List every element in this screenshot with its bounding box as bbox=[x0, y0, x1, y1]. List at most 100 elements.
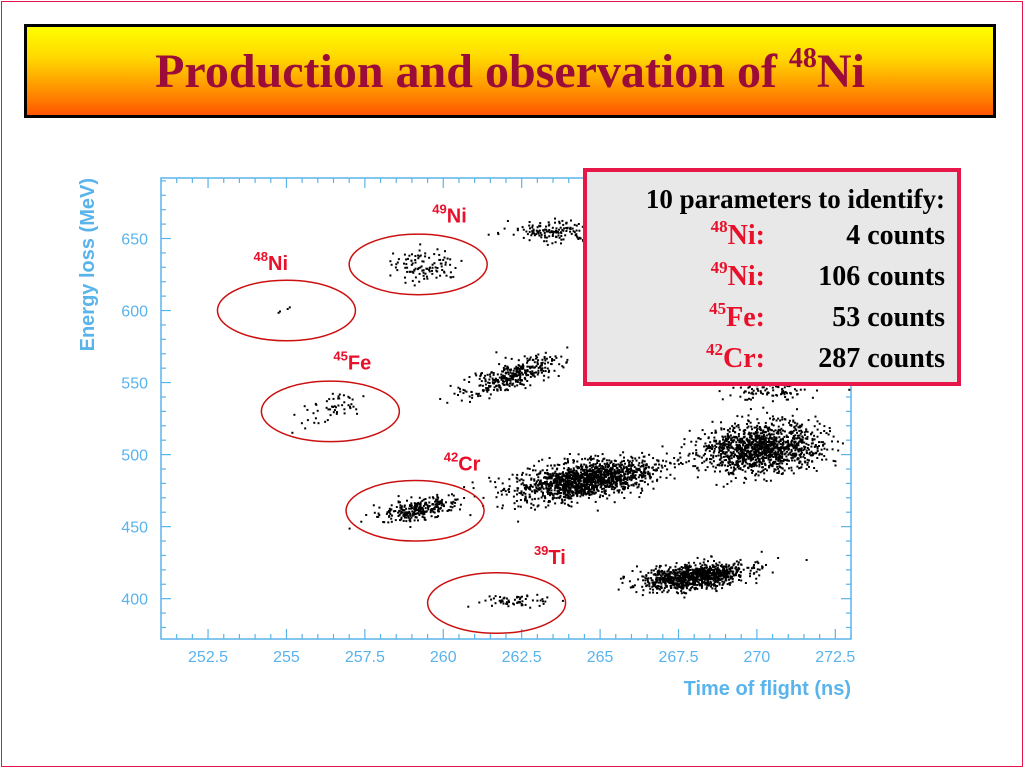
data-point bbox=[587, 469, 590, 472]
data-point bbox=[731, 570, 734, 573]
data-point bbox=[762, 441, 765, 444]
data-point bbox=[714, 581, 717, 583]
data-point bbox=[771, 453, 774, 456]
data-point bbox=[726, 443, 729, 446]
data-point bbox=[739, 558, 742, 561]
data-point bbox=[510, 357, 513, 360]
data-point bbox=[659, 581, 662, 584]
data-point bbox=[740, 441, 743, 444]
data-point bbox=[781, 442, 784, 444]
data-point bbox=[799, 438, 802, 441]
data-point bbox=[686, 566, 688, 569]
data-point bbox=[672, 582, 675, 585]
data-point bbox=[522, 491, 525, 494]
data-point bbox=[562, 223, 565, 226]
data-point bbox=[742, 460, 745, 463]
data-point bbox=[727, 443, 730, 446]
data-point bbox=[766, 427, 769, 430]
data-point bbox=[774, 455, 777, 458]
data-point bbox=[439, 507, 442, 510]
data-point bbox=[735, 461, 738, 464]
data-point bbox=[592, 473, 595, 475]
data-point bbox=[638, 474, 641, 477]
data-point bbox=[333, 409, 336, 412]
data-point bbox=[569, 230, 572, 233]
data-point bbox=[682, 576, 685, 579]
data-point bbox=[731, 446, 734, 449]
data-point bbox=[744, 398, 747, 401]
y-tick-label: 600 bbox=[121, 304, 148, 321]
data-point bbox=[407, 257, 409, 260]
data-point bbox=[555, 483, 558, 485]
data-point bbox=[598, 467, 601, 470]
data-point bbox=[760, 429, 763, 432]
data-point bbox=[525, 484, 528, 487]
data-point bbox=[439, 500, 442, 503]
data-point bbox=[721, 587, 724, 590]
data-point bbox=[567, 495, 570, 498]
data-point bbox=[482, 390, 485, 393]
data-point bbox=[715, 483, 718, 486]
data-point bbox=[705, 445, 708, 448]
data-point bbox=[775, 419, 778, 422]
data-point bbox=[754, 435, 757, 438]
data-point bbox=[619, 477, 622, 480]
data-point bbox=[327, 408, 330, 411]
data-point bbox=[722, 565, 725, 568]
data-point bbox=[779, 419, 782, 422]
data-point bbox=[508, 377, 511, 380]
data-point bbox=[525, 374, 528, 377]
data-point bbox=[312, 412, 315, 415]
data-point bbox=[497, 384, 500, 387]
data-point bbox=[707, 580, 710, 583]
data-point bbox=[510, 377, 513, 380]
data-point bbox=[792, 472, 795, 475]
data-point bbox=[602, 458, 605, 461]
data-point bbox=[535, 489, 538, 492]
data-point bbox=[673, 586, 676, 589]
data-point bbox=[715, 568, 718, 571]
data-point bbox=[519, 377, 522, 380]
data-point bbox=[613, 472, 616, 475]
data-point bbox=[757, 436, 760, 439]
data-point bbox=[488, 595, 491, 598]
data-point bbox=[588, 480, 591, 483]
data-point bbox=[436, 495, 439, 498]
data-point bbox=[599, 475, 602, 478]
data-point bbox=[753, 567, 756, 569]
data-point bbox=[713, 577, 716, 580]
data-point bbox=[693, 571, 696, 574]
data-point bbox=[614, 478, 617, 481]
data-point bbox=[598, 483, 601, 486]
data-point bbox=[680, 576, 683, 579]
y-axis-label: Energy loss (MeV) bbox=[77, 178, 99, 351]
data-point bbox=[449, 384, 452, 387]
data-point bbox=[566, 346, 569, 349]
data-point bbox=[505, 601, 508, 604]
data-point bbox=[678, 575, 681, 578]
data-point bbox=[501, 482, 504, 485]
data-point bbox=[590, 476, 593, 479]
data-point bbox=[559, 473, 562, 476]
data-point bbox=[629, 491, 632, 494]
data-point bbox=[554, 480, 557, 483]
data-point bbox=[574, 473, 576, 476]
data-point bbox=[419, 510, 422, 513]
data-point bbox=[777, 451, 780, 454]
data-point bbox=[675, 579, 678, 582]
data-point bbox=[463, 378, 466, 381]
data-point bbox=[528, 230, 531, 233]
data-point bbox=[585, 468, 588, 471]
data-point bbox=[541, 469, 544, 472]
data-point bbox=[522, 367, 525, 370]
data-point bbox=[597, 476, 599, 478]
data-point bbox=[625, 481, 627, 484]
data-point bbox=[732, 564, 735, 567]
data-point bbox=[533, 375, 536, 378]
data-point bbox=[720, 460, 723, 463]
data-point bbox=[562, 492, 565, 495]
data-point bbox=[739, 574, 742, 577]
data-point bbox=[411, 510, 414, 513]
data-point bbox=[556, 483, 559, 486]
data-point bbox=[651, 466, 654, 469]
